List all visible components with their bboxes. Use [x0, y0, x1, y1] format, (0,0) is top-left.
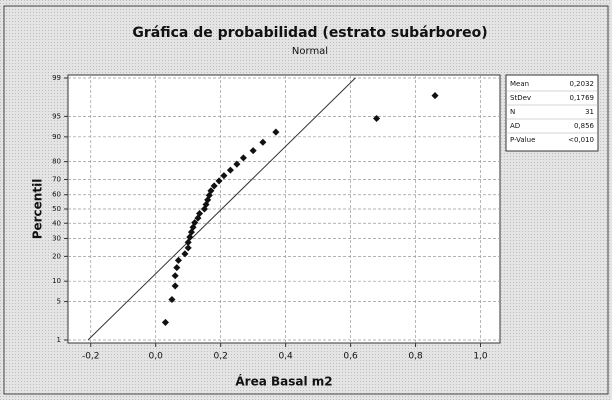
data-point [181, 250, 189, 258]
data-point [233, 160, 241, 168]
x-tick-label: 1,0 [473, 352, 488, 362]
data-point [431, 92, 439, 100]
stat-label: Mean [510, 80, 529, 88]
data-point [220, 172, 228, 180]
y-tick-label: 60 [52, 191, 61, 199]
x-tick-label: 0,6 [343, 352, 358, 362]
data-point [215, 177, 223, 185]
data-point [191, 219, 199, 227]
x-axis-label: Área Basal m2 [235, 374, 332, 389]
data-point [168, 295, 176, 304]
stat-label: StDev [510, 94, 531, 102]
y-tick-label: 95 [52, 112, 61, 120]
chart-title: Gráfica de probabilidad (estrato subárbo… [132, 25, 487, 41]
x-tick-label: -0,2 [82, 352, 100, 362]
frame [3, 5, 609, 395]
data-point [239, 154, 247, 162]
y-tick-label: 80 [52, 158, 61, 166]
data-point [272, 128, 280, 136]
fit-line [87, 77, 356, 341]
stat-label: AD [510, 122, 520, 130]
x-tick-label: 0,8 [408, 352, 423, 362]
stats-box [505, 74, 599, 152]
stat-label: N [510, 108, 515, 116]
stat-value: <0,010 [568, 136, 594, 144]
data-point [173, 264, 181, 272]
data-point [184, 244, 192, 252]
data-point [207, 187, 215, 195]
stat-value: 31 [585, 108, 594, 116]
chart-subtitle: Normal [292, 46, 328, 57]
x-tick-label: 0,2 [213, 352, 227, 362]
y-tick-label: 10 [52, 277, 61, 285]
data-point [174, 256, 182, 264]
y-tick-label: 50 [52, 205, 61, 213]
stat-value: 0,856 [574, 122, 595, 130]
y-tick-label: 90 [52, 133, 61, 141]
data-point [373, 114, 381, 123]
stat-label: P-Value [510, 136, 535, 144]
y-tick-label: 70 [52, 175, 61, 183]
y-tick-label: 5 [57, 298, 61, 306]
y-tick-label: 1 [57, 336, 61, 344]
y-tick-label: 99 [52, 74, 61, 82]
data-point [171, 272, 179, 280]
data-point [161, 318, 169, 326]
y-tick-label: 20 [52, 252, 61, 260]
y-axis-label: Percentil [31, 179, 45, 240]
data-point [210, 182, 218, 190]
y-tick-label: 30 [52, 235, 61, 243]
stat-value: 0,2032 [570, 80, 595, 88]
data-point [226, 166, 234, 174]
data-point [171, 282, 179, 290]
data-point [249, 147, 257, 155]
data-point [184, 238, 192, 246]
data-point [259, 138, 267, 146]
stat-value: 0,1769 [570, 94, 595, 102]
x-tick-label: 0,0 [149, 352, 164, 362]
y-tick-label: 40 [52, 219, 61, 227]
x-tick-label: 0,4 [278, 352, 293, 362]
data-point [196, 209, 204, 218]
